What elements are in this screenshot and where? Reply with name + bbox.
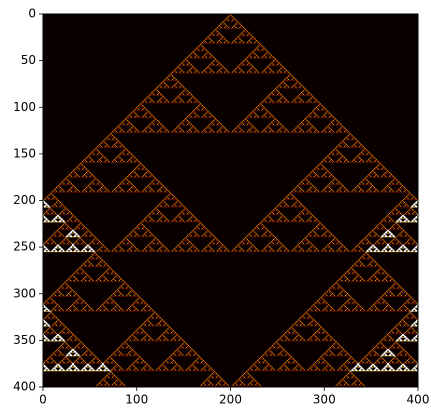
- x-tick-label: 300: [313, 393, 336, 407]
- y-tick-label: 0: [28, 7, 36, 21]
- image-background: [43, 14, 418, 387]
- chart: 0100200300400050100150200250300350400: [0, 0, 431, 412]
- x-tick-label: 100: [125, 393, 148, 407]
- x-tick-label: 200: [219, 393, 242, 407]
- x-tick-label: 0: [39, 393, 47, 407]
- y-tick-label: 50: [21, 53, 36, 67]
- y-tick-label: 300: [13, 286, 36, 300]
- y-tick-label: 200: [13, 193, 36, 207]
- y-tick-label: 250: [13, 240, 36, 254]
- x-tick-label: 400: [407, 393, 430, 407]
- y-tick-label: 350: [13, 333, 36, 347]
- y-tick-label: 150: [13, 146, 36, 160]
- y-tick-label: 100: [13, 100, 36, 114]
- y-tick-label: 400: [13, 380, 36, 394]
